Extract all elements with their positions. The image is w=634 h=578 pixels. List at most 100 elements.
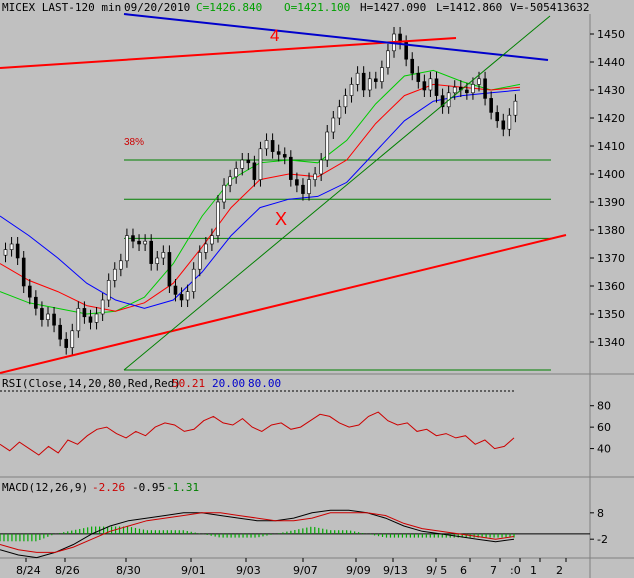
x-tick-label: 9/13 xyxy=(383,564,408,577)
y-tick-label: 1410 xyxy=(597,140,625,153)
candle-body xyxy=(440,95,445,108)
candle-body xyxy=(264,140,269,150)
x-tick-label: :0 xyxy=(510,564,521,577)
candle-body xyxy=(40,308,44,320)
candle-body xyxy=(422,81,427,91)
candle-body xyxy=(173,285,178,295)
candle-body xyxy=(76,308,81,332)
candle-body xyxy=(131,235,135,242)
candle-body xyxy=(434,78,439,96)
rsi-low-level: 20.00 xyxy=(212,377,245,390)
macd-label: MACD(12,26,9) xyxy=(2,481,88,494)
candle-body xyxy=(9,243,14,250)
candle-body xyxy=(361,72,366,91)
close-label: C=1426.840 xyxy=(196,1,262,14)
y-tick-label: 1400 xyxy=(597,168,625,181)
candle-body xyxy=(471,84,475,94)
fib-levels xyxy=(124,159,551,371)
candle-body xyxy=(465,89,469,94)
candle-body xyxy=(82,308,87,318)
candle-body xyxy=(137,240,141,245)
lower-trend-line xyxy=(0,234,567,374)
candle-body xyxy=(374,78,378,82)
rsi-tick-label: 60 xyxy=(597,421,611,434)
candle-body xyxy=(70,330,75,348)
macd-signal-line xyxy=(0,512,515,553)
candle-body xyxy=(428,78,433,91)
candle-body xyxy=(234,168,238,178)
macd-signal-value: -0.95 xyxy=(132,481,165,494)
candle-body xyxy=(489,98,493,113)
candle-body xyxy=(216,201,220,236)
candle-body xyxy=(367,78,372,91)
macd-tick-label: -2 xyxy=(597,533,608,546)
candle-body xyxy=(125,235,129,262)
candle-body xyxy=(331,117,336,133)
candle-body xyxy=(386,50,390,68)
candle-body xyxy=(119,260,123,270)
candle-body xyxy=(155,257,160,264)
candle-body xyxy=(161,252,166,259)
candle-body xyxy=(325,131,330,161)
macd-hist-value: -1.31 xyxy=(166,481,199,494)
y-tick-label: 1370 xyxy=(597,252,625,265)
candle-body xyxy=(210,235,214,245)
candle-body xyxy=(301,184,305,194)
candle-body xyxy=(167,252,172,287)
candle-body xyxy=(410,58,415,74)
y-tick-label: 1430 xyxy=(597,84,625,97)
x-tick-label: 8/30 xyxy=(116,564,141,577)
x-mark-label: X xyxy=(275,209,287,229)
price-y-axis: 1340 1350 1360 1370 1380 1390 1400 1410 1420 1430… xyxy=(590,28,625,349)
candle-body xyxy=(349,84,354,96)
x-tick-label: 9/03 xyxy=(236,564,261,577)
x-tick-label: 9/ 5 xyxy=(426,564,447,577)
high-label: H=1427.090 xyxy=(360,1,426,14)
candle-body xyxy=(513,100,518,116)
macd-tick-label: 8 xyxy=(597,507,604,520)
candle-body xyxy=(343,95,348,108)
candle-body xyxy=(204,243,208,253)
candle-body xyxy=(416,72,421,82)
macd-plot: 8 -2 xyxy=(0,507,608,559)
candle-body xyxy=(179,294,184,301)
y-tick-label: 1340 xyxy=(597,336,625,349)
rsi-line xyxy=(0,411,515,456)
x-tick-label: 2 xyxy=(556,564,563,577)
candle-body xyxy=(228,176,232,186)
candle-body xyxy=(94,313,99,323)
candle-body xyxy=(501,120,506,130)
rsi-plot: 40 60 80 xyxy=(0,400,611,456)
fib-38-label: 38% xyxy=(124,137,144,148)
candle-body xyxy=(52,313,56,326)
candle-body xyxy=(289,156,293,180)
low-label: L=1412.860 xyxy=(436,1,502,14)
rsi-tick-label: 80 xyxy=(597,400,611,413)
candle-body xyxy=(100,299,105,315)
x-tick-label: 8/26 xyxy=(55,564,80,577)
candle-body xyxy=(483,78,487,99)
candle-body xyxy=(252,162,257,180)
volume-label: V=-505413632 xyxy=(510,1,589,14)
candle-body xyxy=(222,184,226,203)
macd-line xyxy=(0,509,515,559)
y-tick-label: 1380 xyxy=(597,224,625,237)
y-tick-label: 1420 xyxy=(597,112,625,125)
candle-body xyxy=(149,240,153,264)
x-tick-label: 1 xyxy=(530,564,537,577)
price-bars xyxy=(3,27,518,355)
candle-body xyxy=(295,179,299,186)
y-tick-label: 1360 xyxy=(597,280,625,293)
rsi-high-level: 80.00 xyxy=(248,377,281,390)
blue-resistance-line xyxy=(123,13,549,61)
candle-body xyxy=(452,86,457,94)
x-tick-label: 6 xyxy=(460,564,467,577)
moving-average-line xyxy=(0,89,521,309)
candle-body xyxy=(58,324,62,340)
green-trend-line xyxy=(123,15,551,371)
x-tick-label: 8/24 xyxy=(16,564,41,577)
candle-body xyxy=(197,252,202,270)
candle-body xyxy=(112,268,117,281)
candle-body xyxy=(46,313,50,320)
